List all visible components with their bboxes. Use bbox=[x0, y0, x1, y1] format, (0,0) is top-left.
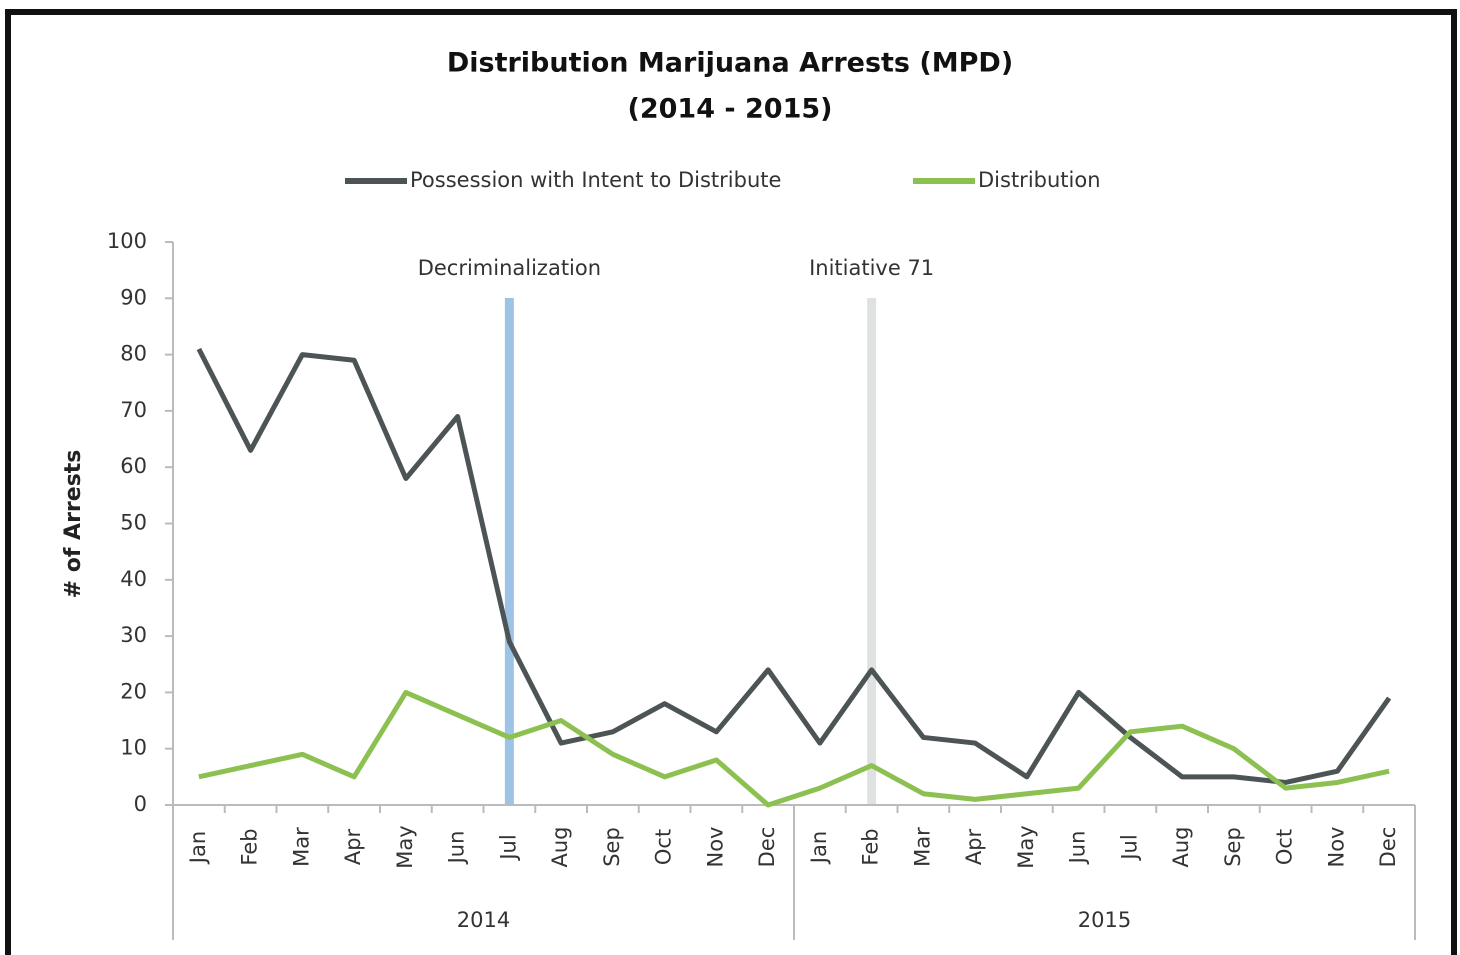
y-tick-label: 30 bbox=[120, 623, 147, 647]
x-tick-label: Nov bbox=[1324, 827, 1348, 868]
y-tick-label: 0 bbox=[134, 792, 147, 816]
y-tick-label: 20 bbox=[120, 679, 147, 703]
x-tick-label: Sep bbox=[600, 827, 624, 867]
annotation-label: Initiative 71 bbox=[809, 256, 934, 280]
x-tick-label: Oct bbox=[652, 829, 676, 865]
y-tick-label: 90 bbox=[120, 285, 147, 309]
x-tick-label: May bbox=[1014, 825, 1038, 868]
x-tick-label: Aug bbox=[548, 826, 572, 867]
x-tick-label: Aug bbox=[1169, 826, 1193, 867]
series-line bbox=[196, 347, 1392, 785]
x-tick-label: Jul bbox=[496, 834, 520, 861]
x-tick-label: Sep bbox=[1221, 827, 1245, 867]
x-tick-label: Dec bbox=[1376, 827, 1400, 868]
x-tick-label: Feb bbox=[859, 828, 883, 865]
group-label: 2015 bbox=[1078, 908, 1131, 932]
x-tick-label: Feb bbox=[238, 828, 262, 865]
x-tick-label: May bbox=[393, 825, 417, 868]
x-tick-label: Dec bbox=[755, 827, 779, 868]
x-tick-label: Nov bbox=[703, 827, 727, 868]
x-tick-label: Mar bbox=[910, 827, 934, 867]
chart-title: Distribution Marijuana Arrests (MPD) bbox=[447, 48, 1013, 79]
x-tick-label: Apr bbox=[341, 828, 365, 865]
x-tick-label: Jun bbox=[1066, 831, 1090, 866]
x-tick-label: Oct bbox=[1273, 829, 1297, 865]
annotation-label: Decriminalization bbox=[418, 256, 601, 280]
legend-label: Possession with Intent to Distribute bbox=[410, 168, 781, 192]
x-tick-label: Jan bbox=[186, 831, 210, 865]
series-line bbox=[198, 689, 1390, 808]
group-label: 2014 bbox=[457, 908, 510, 932]
y-tick-label: 10 bbox=[120, 736, 147, 760]
x-tick-label: Jun bbox=[445, 831, 469, 866]
legend-label: Distribution bbox=[978, 168, 1101, 192]
chart-subtitle: (2014 - 2015) bbox=[628, 94, 833, 125]
x-tick-label: Jul bbox=[1117, 834, 1141, 861]
x-tick-label: Apr bbox=[962, 828, 986, 865]
y-tick-label: 80 bbox=[120, 342, 147, 366]
y-tick-label: 100 bbox=[107, 229, 147, 253]
x-tick-label: Mar bbox=[289, 827, 313, 867]
y-axis-label: # of Arrests bbox=[61, 450, 86, 599]
x-tick-label: Jan bbox=[807, 831, 831, 865]
frame bbox=[5, 9, 1457, 955]
y-tick-label: 50 bbox=[120, 511, 147, 535]
y-tick-label: 70 bbox=[120, 398, 147, 422]
y-tick-label: 60 bbox=[120, 454, 147, 478]
y-tick-label: 40 bbox=[120, 567, 147, 591]
